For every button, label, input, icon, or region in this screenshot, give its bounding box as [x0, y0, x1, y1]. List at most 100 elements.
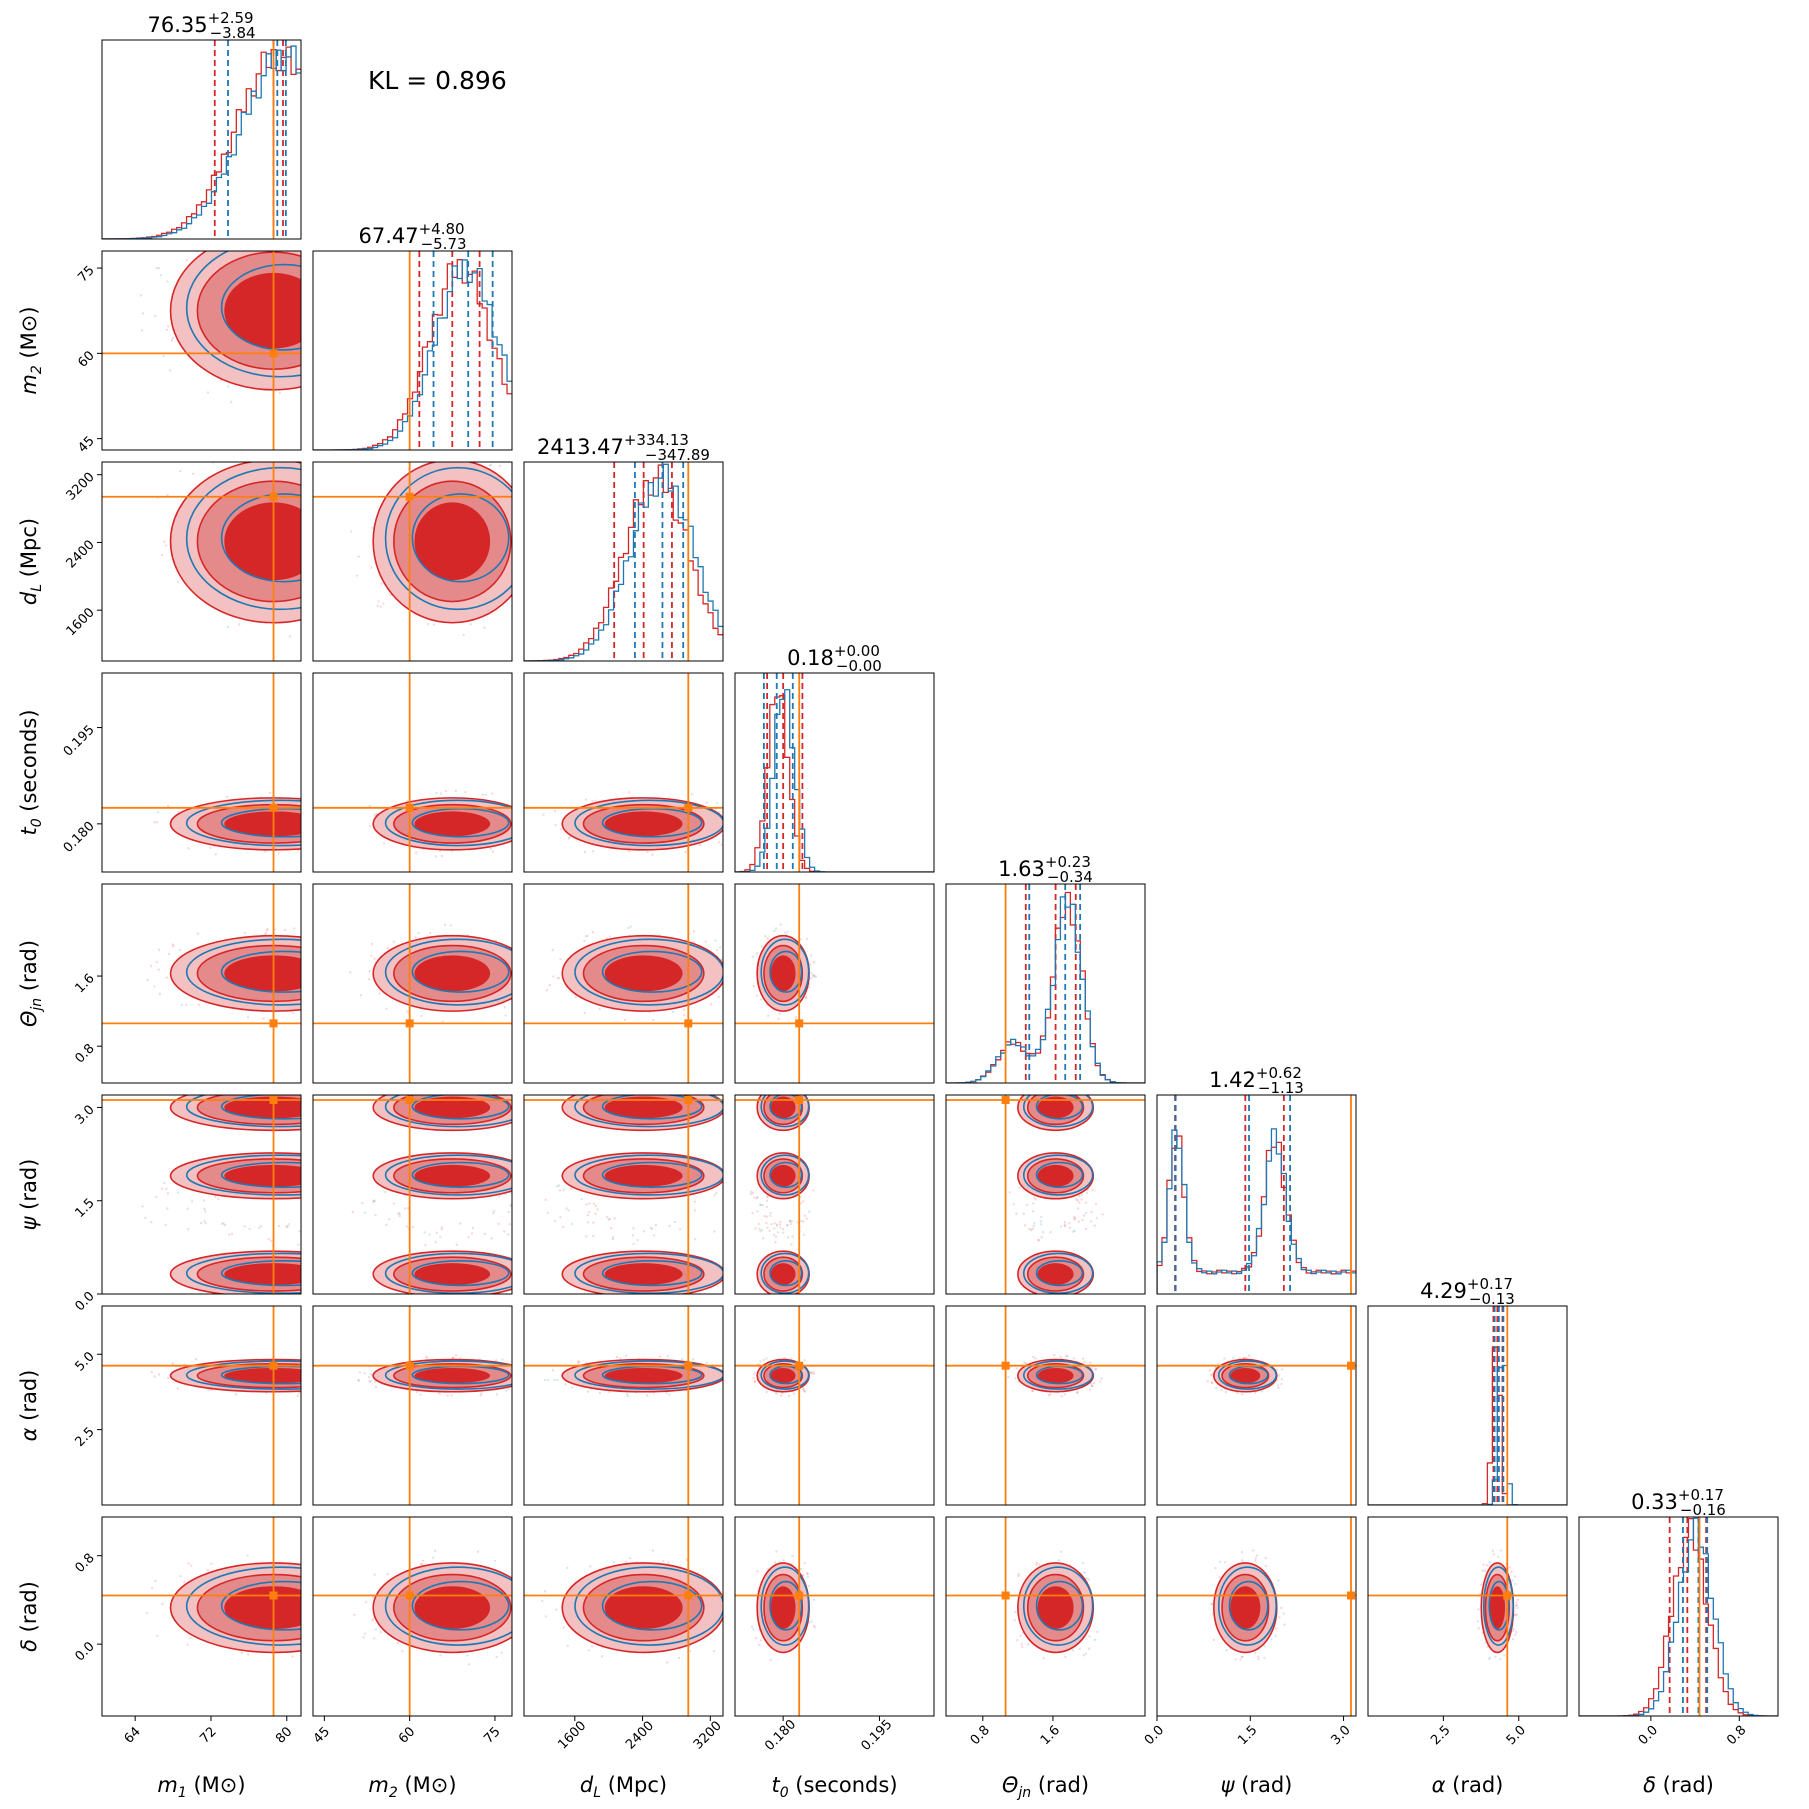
sample-point: [298, 1230, 301, 1233]
sample-point: [328, 635, 330, 637]
sample-point: [167, 952, 171, 956]
sample-point: [169, 369, 172, 372]
sample-point: [1013, 1377, 1017, 1380]
sample-point: [565, 1207, 568, 1210]
truth-marker: [1001, 1591, 1010, 1600]
sample-point: [1224, 1561, 1227, 1564]
sample-point: [329, 521, 331, 523]
contour-blue-outer: [1217, 1566, 1278, 1646]
sample-point: [329, 535, 331, 537]
contour-inner: [414, 1263, 491, 1286]
sample-point: [373, 1199, 376, 1203]
sample-point: [481, 793, 485, 796]
sample-point: [777, 1017, 780, 1020]
x-tick-label: 2400: [623, 1719, 657, 1753]
sample-point: [240, 1651, 244, 1655]
sample-point: [803, 1561, 806, 1565]
sample-point: [521, 977, 523, 979]
sample-point: [1276, 1384, 1280, 1387]
sample-point: [1099, 1380, 1102, 1383]
sample-point: [420, 1014, 423, 1017]
sample-point: [518, 1384, 520, 1386]
sample-point: [1218, 1576, 1221, 1579]
sample-point: [342, 1193, 344, 1195]
sample-point: [340, 1378, 342, 1380]
sample-point: [369, 836, 371, 838]
sample-point: [1084, 1211, 1088, 1215]
sample-point: [1257, 1655, 1260, 1658]
contour-inner: [224, 1096, 301, 1119]
sample-point: [545, 1610, 547, 1612]
sample-point: [649, 1226, 653, 1229]
sample-point: [1076, 1199, 1079, 1202]
sample-point: [813, 1626, 817, 1629]
truth-marker: [405, 1019, 414, 1028]
sample-point: [802, 1220, 805, 1223]
sample-point: [361, 1376, 363, 1378]
sample-point: [1040, 1236, 1043, 1239]
sample-point: [439, 1235, 442, 1239]
truth-marker: [795, 1095, 804, 1104]
sample-point: [353, 1613, 356, 1616]
sample-point: [1211, 1381, 1214, 1384]
sample-point: [321, 1240, 323, 1242]
panel-frame: [945, 1305, 1146, 1506]
sample-point: [606, 1215, 609, 1219]
sample-point: [1088, 1635, 1091, 1638]
sample-point: [583, 1011, 586, 1015]
sample-point: [1015, 1367, 1019, 1370]
sample-point: [533, 992, 535, 994]
contour-blue-outer: [384, 466, 512, 611]
sample-point: [377, 1642, 379, 1644]
sample-point: [759, 1360, 762, 1363]
sample-point: [1516, 1606, 1519, 1610]
sample-point: [172, 944, 175, 948]
sample-point: [1516, 1598, 1520, 1601]
sample-point: [790, 1220, 794, 1223]
x-tick-label: 1.5: [1235, 1723, 1260, 1748]
sample-point: [359, 544, 361, 546]
sample-point: [425, 1355, 428, 1358]
sample-point: [161, 1602, 164, 1606]
sample-point: [356, 1000, 358, 1002]
sample-point: [571, 1386, 574, 1389]
hist-line-blue: [1157, 1128, 1356, 1294]
sample-point: [336, 814, 338, 816]
density-m1-delta: [102, 1517, 379, 1716]
y-tick-label: 3.0: [72, 1102, 97, 1127]
sample-point: [454, 789, 458, 793]
sample-point: [691, 1358, 695, 1361]
sample-point: [677, 1656, 681, 1660]
sample-point: [760, 945, 763, 948]
sample-point: [577, 1360, 581, 1364]
sample-point: [761, 1204, 765, 1207]
x-tick-label: 5.0: [1504, 1723, 1529, 1748]
sample-point: [714, 939, 717, 942]
sample-point: [316, 990, 318, 992]
sample-point: [778, 1223, 782, 1226]
sample-point: [380, 582, 384, 585]
sample-point: [324, 400, 326, 402]
sample-point: [553, 1378, 556, 1382]
contour-blue-inner: [769, 950, 803, 993]
sample-point: [243, 220, 245, 222]
sample-point: [713, 1230, 716, 1233]
sample-point: [297, 1243, 300, 1246]
sample-point: [246, 1653, 250, 1656]
sample-point: [351, 1210, 355, 1214]
sample-point: [1217, 1362, 1220, 1365]
sample-point: [1073, 1218, 1076, 1221]
sample-point: [153, 985, 156, 988]
sample-point: [398, 1212, 401, 1215]
sample-point: [301, 1393, 303, 1395]
contour-blue-inner: [1035, 1580, 1084, 1631]
sample-point: [467, 1235, 470, 1239]
sample-point: [493, 1209, 496, 1213]
density-theta-alpha: [946, 1306, 1145, 1505]
contour-inner: [1230, 1367, 1261, 1384]
sample-point: [365, 1600, 368, 1604]
sample-point: [556, 1185, 559, 1188]
sample-point: [1212, 1638, 1215, 1642]
sample-point: [1081, 1218, 1084, 1222]
sample-point: [451, 1356, 455, 1359]
